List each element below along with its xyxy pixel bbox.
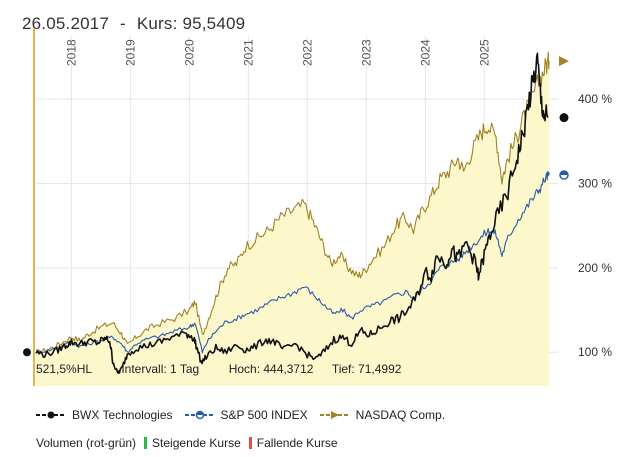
end-marker-sp500-half (560, 171, 568, 176)
chart-legend: BWX Technologies S&P 500 INDEX NASDAQ Co… (36, 408, 457, 422)
header-separator: - (120, 14, 126, 33)
area-fill (36, 61, 550, 386)
start-marker (23, 348, 31, 357)
x-tick-label: 2019 (123, 39, 137, 66)
y-tick-label: 300 % (578, 176, 612, 190)
chart-header: 26.05.2017 - Kurs: 95,5409 (22, 14, 245, 34)
x-tick-label: 2025 (477, 39, 491, 66)
y-axis-labels: 100 % 200 % 300 % 400 % (578, 92, 612, 359)
volume-label: Volumen (rot-grün) (36, 436, 137, 450)
stat-high: Hoch: 444,3712 (228, 362, 314, 376)
legend-item-sp500[interactable]: S&P 500 INDEX (184, 408, 308, 422)
header-date: 26.05.2017 (22, 14, 110, 33)
legend-label-nasdaq: NASDAQ Comp. (355, 408, 446, 422)
falling-bar-icon (248, 437, 252, 449)
stat-hl: 521,5%HL (36, 362, 93, 376)
series-lines (35, 51, 550, 374)
x-axis-labels: 2018 2019 2020 2021 2022 2023 2024 2025 (64, 39, 491, 66)
legend-item-bwx[interactable]: BWX Technologies (36, 408, 173, 422)
legend-line-bwx-icon (36, 411, 66, 419)
legend-label-bwx: BWX Technologies (72, 408, 173, 422)
stat-interval: Intervall: 1 Tag (121, 362, 200, 376)
end-marker-nasdaq (559, 56, 569, 67)
falling-label: Fallende Kurse (256, 436, 338, 450)
stat-low: Tief: 71,4992 (331, 362, 402, 376)
nasdaq-area (36, 61, 550, 386)
legend-item-nasdaq[interactable]: NASDAQ Comp. (319, 408, 446, 422)
x-tick-label: 2020 (182, 39, 196, 66)
legend-line-nasdaq-icon (319, 411, 350, 419)
rising-bar-icon (144, 437, 148, 449)
y-tick-label: 400 % (578, 92, 612, 106)
series-line-bwx[interactable] (35, 52, 549, 374)
series-line-nasdaq[interactable] (35, 51, 550, 355)
chart-stats: 521,5%HL Intervall: 1 Tag Hoch: 444,3712… (36, 362, 401, 376)
x-tick-label: 2018 (64, 39, 78, 66)
y-tick-label: 200 % (578, 261, 612, 275)
volume-legend: Volumen (rot-grün) Steigende Kurse Falle… (36, 436, 338, 450)
header-price: Kurs: 95,5409 (136, 14, 246, 33)
price-chart[interactable]: 2018 2019 2020 2021 2022 2023 2024 2025 100 % 20… (0, 0, 622, 400)
legend-label-sp500: S&P 500 INDEX (220, 408, 308, 422)
series-markers (23, 56, 569, 357)
x-tick-label: 2021 (241, 39, 255, 66)
legend-line-sp500-icon (184, 410, 215, 420)
rising-label: Steigende Kurse (152, 436, 241, 450)
y-tick-label: 100 % (578, 345, 612, 359)
x-tick-label: 2023 (359, 39, 373, 66)
x-tick-label: 2022 (300, 39, 314, 66)
end-marker-bwx (559, 113, 569, 123)
x-tick-label: 2024 (418, 39, 432, 66)
